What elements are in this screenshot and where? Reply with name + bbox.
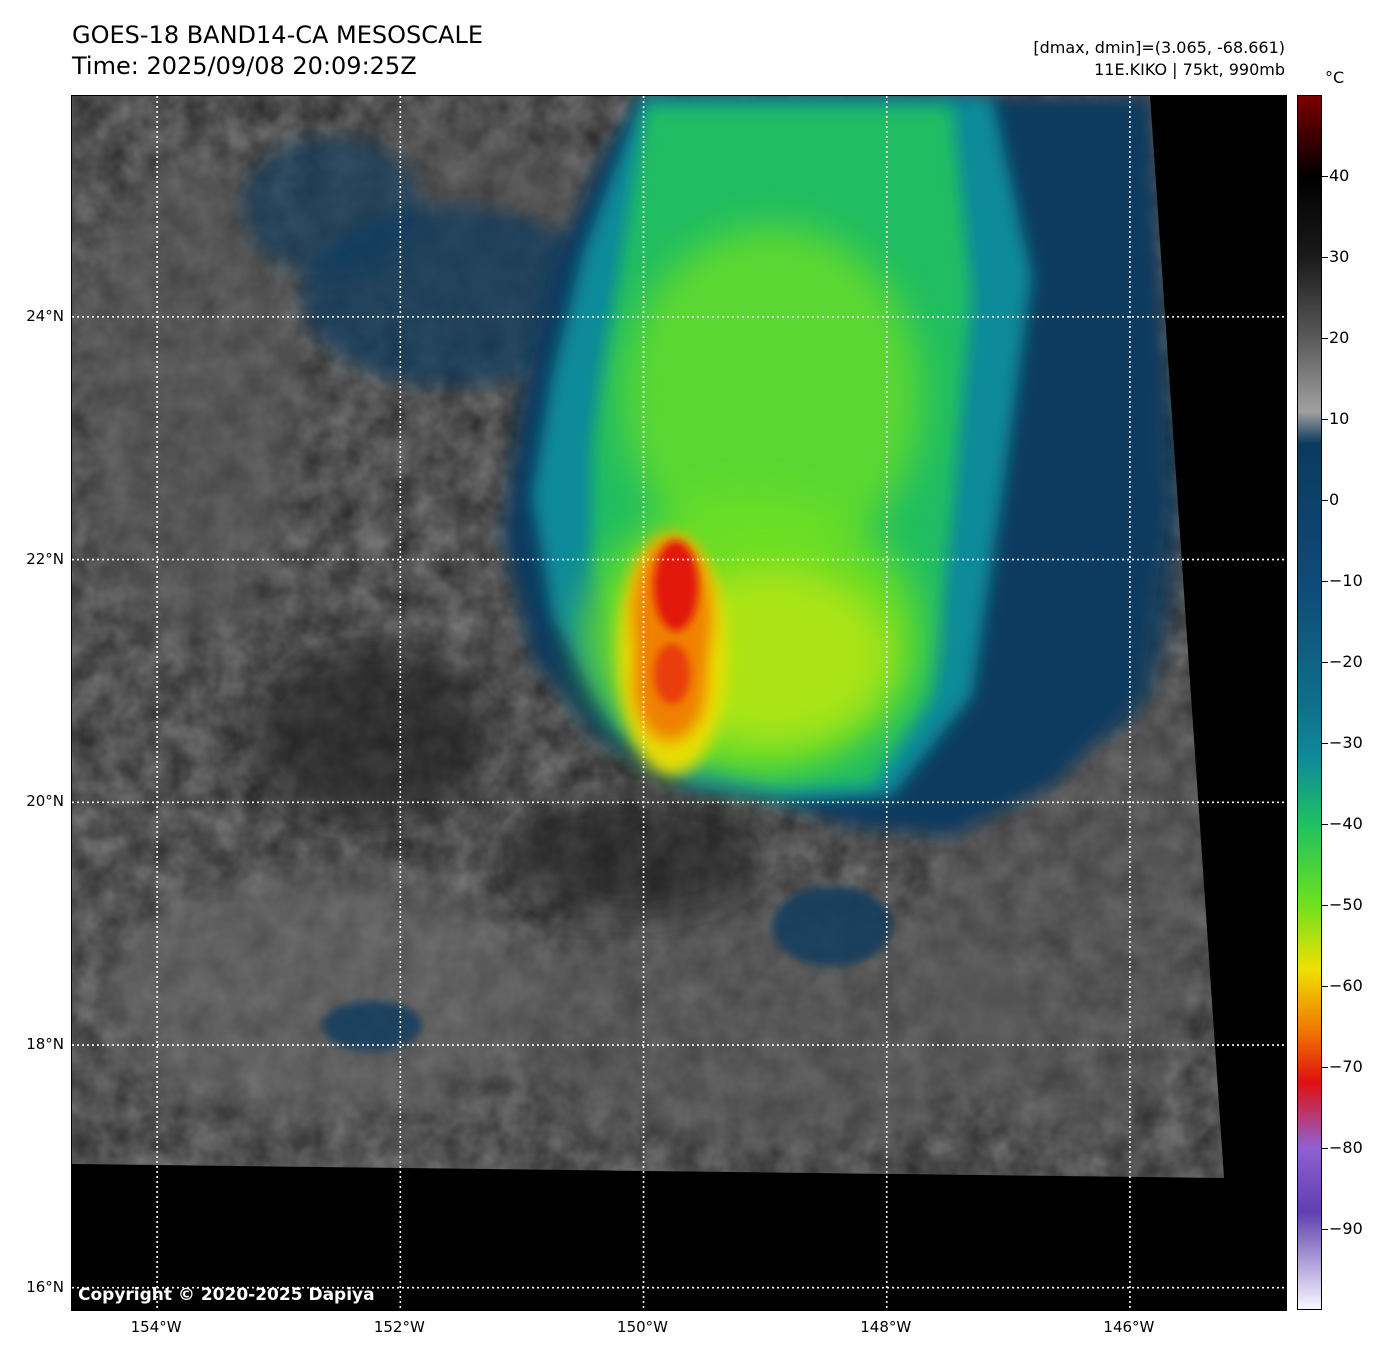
colorbar-tick-label: 20: [1329, 328, 1350, 347]
satellite-imagery: [72, 96, 1286, 1310]
colorbar-tick-label: 0: [1329, 490, 1340, 509]
data-range-info: [dmax, dmin]=(3.065, -68.661): [1033, 38, 1285, 57]
map-title: GOES-18 BAND14-CA MESOSCALE: [72, 21, 483, 49]
colorbar-tick-label: 30: [1329, 247, 1350, 266]
colorbar: [1297, 95, 1322, 1310]
latitude-label: 22°N: [26, 549, 64, 568]
colorbar-tick-mark: [1322, 1067, 1328, 1068]
longitude-label: 146°W: [1103, 1318, 1155, 1336]
colorbar-tick-label: 40: [1329, 166, 1350, 185]
image-swath: [72, 96, 1224, 1178]
colorbar-tick-mark: [1322, 581, 1328, 582]
colorbar-tick-mark: [1322, 905, 1328, 906]
colorbar-tick-mark: [1322, 662, 1328, 663]
colorbar-tick-mark: [1322, 176, 1328, 177]
latitude-label: 18°N: [26, 1035, 64, 1053]
latitude-label: 24°N: [26, 306, 64, 325]
storm-info: 11E.KIKO | 75kt, 990mb: [1094, 60, 1285, 79]
colorbar-tick-label: −40: [1329, 814, 1363, 833]
colorbar-tick-mark: [1322, 1148, 1328, 1149]
copyright-notice: Copyright © 2020-2025 Dapiya: [78, 1285, 375, 1305]
longitude-label: 152°W: [373, 1318, 425, 1336]
colorbar-tick-label: −80: [1329, 1138, 1363, 1157]
latitude-label: 20°N: [26, 792, 64, 811]
colorbar-tick-label: −10: [1329, 571, 1363, 590]
satellite-map: Copyright © 2020-2025 Dapiya: [71, 95, 1287, 1311]
colorbar-tick-label: 10: [1329, 409, 1350, 428]
colorbar-tick-mark: [1322, 743, 1328, 744]
colorbar-tick-label: −60: [1329, 976, 1363, 995]
colorbar-tick-mark: [1322, 986, 1328, 987]
longitude-label: 150°W: [617, 1318, 668, 1336]
colorbar-tick-label: −20: [1329, 652, 1363, 671]
longitude-label: 154°W: [130, 1318, 182, 1336]
colorbar-unit: °C: [1325, 68, 1345, 87]
colorbar-tick-mark: [1322, 338, 1328, 339]
colorbar-tick-label: −90: [1329, 1219, 1363, 1238]
map-time: Time: 2025/09/08 20:09:25Z: [72, 52, 417, 80]
longitude-label: 148°W: [860, 1318, 912, 1336]
colorbar-tick-label: −70: [1329, 1057, 1363, 1076]
colorbar-tick-mark: [1322, 1229, 1328, 1230]
latitude-label: 16°N: [26, 1277, 64, 1296]
colorbar-tick-mark: [1322, 824, 1328, 825]
colorbar-tick-mark: [1322, 500, 1328, 501]
colorbar-tick-label: −50: [1329, 895, 1363, 914]
colorbar-tick-mark: [1322, 419, 1328, 420]
colorbar-tick-mark: [1322, 257, 1328, 258]
colorbar-tick-label: −30: [1329, 733, 1363, 752]
